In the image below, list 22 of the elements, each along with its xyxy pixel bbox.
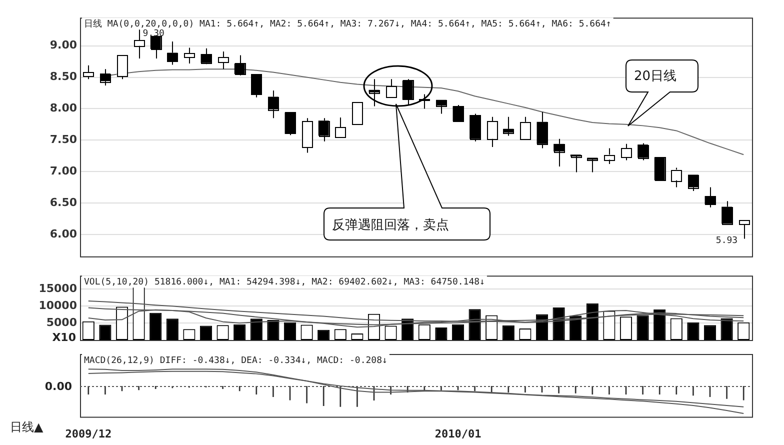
annotation: VOL(5,10,20) 51816.000↓, MA1: 54294.398↓, MA2: 69402.602↓, MA3: 64750.148↓ [84, 278, 485, 288]
annotation: 20日线 [634, 68, 677, 85]
y-tick-label: 10000 [38, 298, 78, 312]
text: 日线▲ [10, 420, 44, 434]
annotation: 反弹遇阻回落，卖点 [332, 217, 449, 234]
y-tick-label: 7.00 [50, 164, 78, 178]
y-tick-label: 9.00 [50, 38, 78, 52]
y-tick-label: 7.50 [50, 133, 78, 146]
annotation: 日线 MA(0,0,20,0,0,0) MA1: 5.664↑, MA2: 5.664↑, MA3: 7.267↓, MA4: 5.664↑, MA5: 5.664↑, MA6: 5.664↑ [84, 18, 612, 30]
y-tick-label: 8.00 [50, 102, 78, 115]
text: X10 [52, 331, 76, 344]
y-tick-label: 15000 [38, 282, 78, 296]
x-tick-label: 2010/01 [434, 427, 482, 440]
annotation: 5.93 [716, 236, 738, 246]
y-tick-label: 5000 [46, 316, 78, 329]
y-tick-label: 8.50 [50, 70, 78, 84]
text: MACD(26,12,9) DIFF: -0.438↓, DEA: -0.334↓, MACD: -0.208↓ [84, 356, 388, 366]
y-tick-label: 6.00 [50, 227, 78, 240]
text: 0.00 [44, 380, 72, 393]
y-tick-label: 6.50 [50, 196, 78, 209]
annotation: 9.30 [142, 29, 164, 40]
x-tick-label: 2009/12 [65, 427, 112, 440]
